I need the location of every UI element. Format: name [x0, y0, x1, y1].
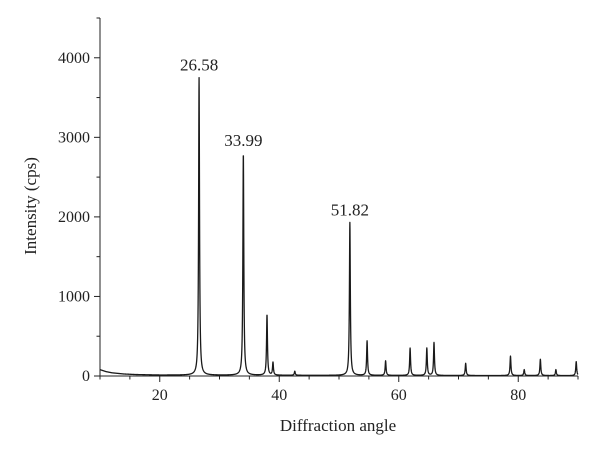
x-tick-label: 40 [271, 387, 287, 404]
x-tick-label: 80 [510, 387, 526, 404]
y-tick-label: 1000 [58, 288, 90, 305]
x-tick-label: 60 [391, 387, 407, 404]
y-tick-label: 3000 [58, 129, 90, 146]
peak-label: 33.99 [224, 131, 262, 150]
x-ticks: 20 40 60 80 [99, 376, 579, 404]
y-tick-label: 0 [82, 368, 90, 385]
y-ticks: 0 1000 2000 3000 4000 [58, 17, 100, 385]
x-tick-label: 20 [152, 387, 168, 404]
y-axis-label: Intensity (cps) [21, 157, 40, 255]
diffraction-line [99, 76, 579, 377]
axes [99, 18, 578, 377]
x-axis-label: Diffraction angle [280, 416, 396, 435]
y-tick-label: 2000 [58, 209, 90, 226]
peak-labels: 26.58 33.99 51.82 [180, 56, 369, 220]
y-tick-label: 4000 [58, 50, 90, 67]
peak-label: 51.82 [331, 200, 369, 219]
peak-label: 26.58 [180, 56, 218, 75]
